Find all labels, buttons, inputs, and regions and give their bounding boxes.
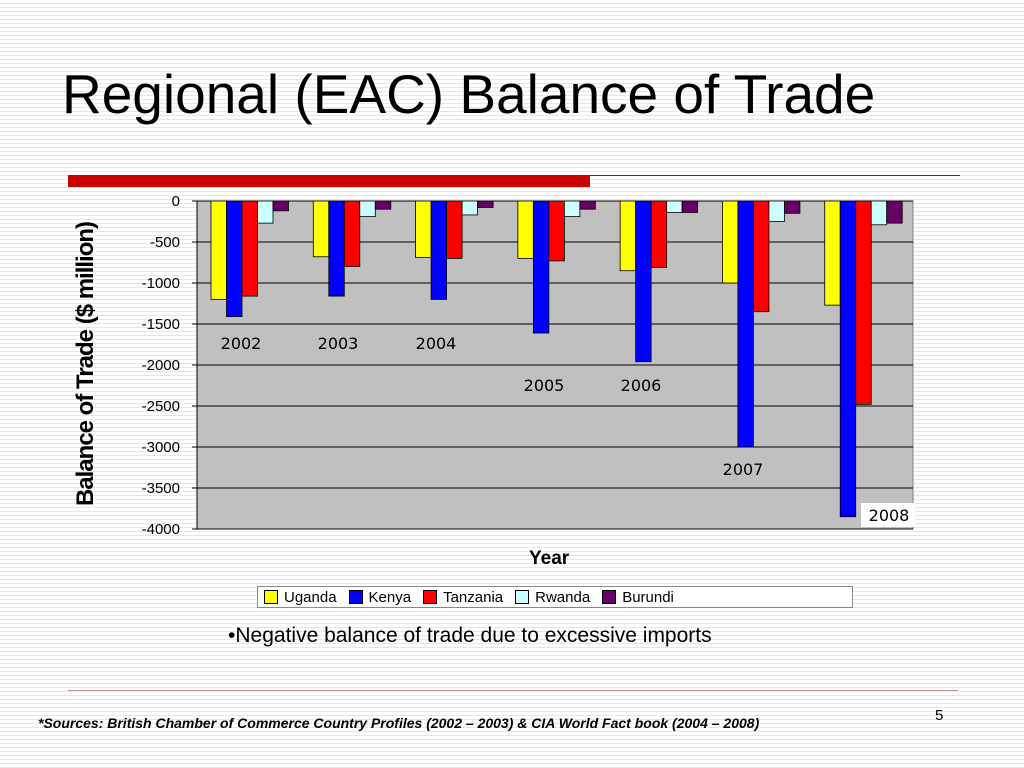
bar-rwanda-2004 — [461, 200, 478, 216]
bar-tanzania-2002 — [241, 200, 258, 297]
bar-tanzania-2003 — [343, 200, 361, 267]
sources-note: *Sources: British Chamber of Commerce Co… — [38, 715, 760, 731]
legend-swatch — [423, 590, 438, 604]
bar-burundi-2002 — [272, 200, 289, 212]
page-number: 5 — [935, 707, 944, 724]
legend-swatch — [515, 590, 530, 604]
bar-rwanda-2008 — [870, 200, 888, 226]
bar-burundi-2008 — [886, 200, 903, 224]
bar-rwanda-2005 — [563, 200, 581, 217]
title-accent-bar — [68, 175, 590, 187]
y-tick-label: -3000 — [142, 439, 180, 456]
bar-kenya-2007 — [737, 200, 754, 448]
x-axis-label: Year — [529, 548, 570, 569]
category-label-2007: 2007 — [723, 460, 764, 479]
title-accent-line — [590, 175, 960, 176]
y-tick-label: -1000 — [142, 275, 180, 292]
bar-tanzania-2008 — [855, 200, 872, 405]
legend-label: Uganda — [284, 588, 337, 606]
legend-item-tanzania: Tanzania — [423, 589, 503, 606]
legend-item-uganda: Uganda — [264, 589, 337, 606]
bar-uganda-2008 — [824, 200, 841, 306]
bar-kenya-2008 — [839, 200, 857, 518]
bar-uganda-2005 — [517, 200, 534, 259]
slide-title: Regional (EAC) Balance of Trade — [62, 63, 876, 125]
y-tick-label: -2500 — [142, 398, 180, 415]
bar-burundi-2005 — [579, 200, 596, 210]
bar-kenya-2006 — [635, 200, 652, 363]
legend-swatch — [348, 590, 363, 604]
bar-tanzania-2005 — [548, 200, 565, 262]
category-label-bg — [861, 503, 915, 527]
legend-swatch — [264, 590, 278, 604]
y-tick-label: -3500 — [142, 480, 180, 497]
legend-swatch — [602, 590, 617, 604]
bar-kenya-2004 — [430, 200, 447, 300]
legend-label: Tanzania — [443, 588, 504, 606]
bar-tanzania-2007 — [753, 200, 770, 313]
bar-rwanda-2003 — [359, 200, 376, 217]
y-tick-label: -500 — [150, 234, 180, 251]
bar-rwanda-2006 — [666, 200, 683, 213]
y-tick-label: -4000 — [142, 521, 180, 538]
bar-burundi-2007 — [784, 200, 801, 214]
bar-burundi-2003 — [374, 200, 392, 210]
legend-item-kenya: Kenya — [348, 588, 412, 606]
category-label-2002: 2002 — [221, 334, 262, 353]
bar-burundi-2004 — [477, 200, 494, 208]
legend-item-burundi: Burundi — [602, 589, 674, 606]
bar-burundi-2006 — [681, 200, 699, 213]
bar-uganda-2006 — [619, 200, 637, 272]
legend-label: Rwanda — [535, 588, 591, 606]
bar-tanzania-2004 — [446, 200, 463, 259]
bullet-text: Negative balance of trade due to excessi… — [235, 624, 712, 647]
bar-tanzania-2006 — [650, 200, 668, 268]
footer-divider — [68, 690, 958, 691]
category-label-2005: 2005 — [524, 376, 565, 395]
bar-kenya-2002 — [226, 200, 243, 318]
legend-item-rwanda: Rwanda — [515, 589, 590, 606]
category-label-2008: 2008 — [869, 506, 910, 525]
bar-kenya-2003 — [328, 200, 345, 297]
category-label-2006: 2006 — [621, 376, 662, 395]
legend-label: Burundi — [622, 588, 674, 606]
y-tick-label: 0 — [172, 193, 180, 210]
chart-legend: Uganda Kenya Tanzania Rwanda Burundi — [257, 586, 853, 608]
bar-uganda-2007 — [722, 200, 739, 284]
bar-kenya-2005 — [532, 200, 550, 334]
bar-uganda-2003 — [312, 200, 330, 258]
legend-label: Kenya — [368, 588, 412, 606]
y-tick-label: -2000 — [142, 357, 180, 374]
bullet-marker: • — [228, 624, 236, 647]
bar-uganda-2004 — [415, 200, 432, 258]
category-label-2003: 2003 — [318, 334, 359, 353]
y-tick-label: -1500 — [142, 316, 180, 333]
bar-uganda-2002 — [210, 200, 227, 300]
y-axis-label: Balance of Trade ($ million) — [72, 221, 99, 507]
category-label-2004: 2004 — [416, 334, 457, 353]
bar-rwanda-2002 — [257, 200, 274, 224]
bullet-point: •Negative balance of trade due to excess… — [228, 624, 712, 648]
bar-rwanda-2007 — [768, 200, 785, 222]
